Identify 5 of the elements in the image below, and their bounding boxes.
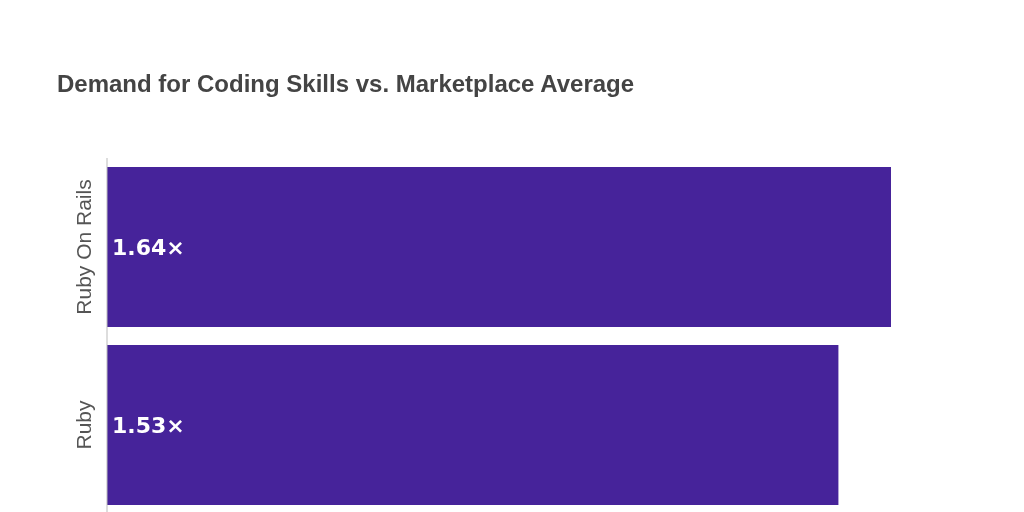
y-tick-label: Ruby On Rails: [72, 179, 95, 315]
data-label: 1.64×: [112, 234, 185, 260]
chart-title: Demand for Coding Skills vs. Marketplace Average: [57, 70, 635, 98]
data-label: 1.53×: [112, 412, 185, 438]
y-tick-label: Ruby: [72, 399, 95, 450]
